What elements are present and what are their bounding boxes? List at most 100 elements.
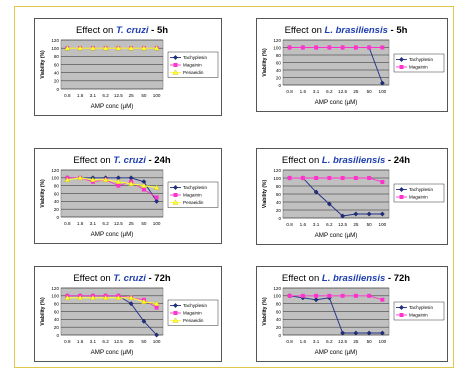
chart-title: Effect on L. brasiliensis - 72h <box>282 273 410 284</box>
legend-label: Magainin <box>183 193 202 198</box>
x-tick-label: 6.2 <box>326 222 333 227</box>
point-magainin-0 <box>287 45 292 50</box>
y-axis-label: Viability (%) <box>262 180 268 209</box>
legend-label: Magainin <box>183 311 202 316</box>
y-tick-label: 120 <box>273 286 281 291</box>
legend-label: Tachyplesin <box>183 185 207 190</box>
y-tick-label: 20 <box>276 325 282 330</box>
point-magainin-4 <box>340 293 345 298</box>
x-tick-label: 50 <box>141 339 147 344</box>
point-penaeidin-0 <box>64 176 71 182</box>
chart-svg: Effect on L. brasiliensis - 5h 0 20 40 60 80 1… <box>262 25 445 106</box>
chart-panel-tcruzi-24h: Effect on T. cruzi - 24h 0 20 40 60 80 100 120 0… <box>34 148 222 244</box>
y-tick-label: 80 <box>54 183 60 188</box>
chart-title-species: T. cruzi <box>113 273 146 284</box>
x-tick-label: 3.1 <box>90 339 97 344</box>
y-tick-label: 80 <box>276 184 282 189</box>
point-magainin-6 <box>141 187 146 192</box>
y-tick-label: 40 <box>54 199 60 204</box>
chart-title-suffix: - 72h <box>385 273 410 284</box>
point-penaeidin-7 <box>153 300 160 306</box>
x-tick-label: 100 <box>379 89 387 94</box>
x-tick-label: 0.8 <box>64 221 71 226</box>
point-magainin-4 <box>340 45 345 50</box>
point-tachyplesin-4 <box>340 213 346 219</box>
chart-title-prefix: Effect on <box>76 25 116 36</box>
y-axis-label: Viability (%) <box>262 48 268 77</box>
point-magainin-2 <box>314 176 319 180</box>
y-tick-label: 20 <box>276 75 282 80</box>
chart-title-suffix: - 24h <box>146 155 171 166</box>
x-axis-label: AMP conc (µM) <box>315 232 358 239</box>
point-penaeidin-4 <box>115 178 122 184</box>
x-tick-label: 100 <box>379 339 387 344</box>
x-tick-label: 3.1 <box>313 339 320 344</box>
chart-title-prefix: Effect on <box>285 25 325 36</box>
y-tick-label: 120 <box>273 38 281 43</box>
legend-item-magainin: Magainin <box>170 193 202 198</box>
legend-item-tachyplesin: Tachyplesin <box>396 305 433 310</box>
point-penaeidin-0 <box>64 294 71 300</box>
point-penaeidin-1 <box>77 294 83 300</box>
legend-label: Tachyplesin <box>183 303 207 308</box>
point-tachyplesin-legend <box>173 303 178 308</box>
series-penaeidin <box>64 45 160 51</box>
point-penaeidin-3 <box>102 45 109 51</box>
point-magainin-1 <box>300 176 305 180</box>
y-tick-label: 120 <box>51 286 59 291</box>
legend-label: Magainin <box>409 195 428 200</box>
point-penaeidin-3 <box>102 294 109 300</box>
legend-item-magainin: Magainin <box>396 65 428 70</box>
point-magainin-7 <box>154 195 159 200</box>
y-axis-label: Viability (%) <box>40 297 46 326</box>
chart-title: Effect on T. cruzi - 24h <box>73 155 171 166</box>
x-tick-label: 50 <box>367 222 373 227</box>
point-magainin-1 <box>300 45 305 50</box>
point-penaeidin-2 <box>90 294 96 300</box>
y-tick-label: 20 <box>54 79 60 84</box>
x-axis-label: AMP conc (µM) <box>91 349 134 356</box>
y-tick-label: 80 <box>276 53 282 58</box>
figure-frame <box>14 6 454 368</box>
x-tick-label: 50 <box>367 339 373 344</box>
point-tachyplesin-5 <box>353 211 359 217</box>
y-tick-label: 40 <box>276 68 282 73</box>
x-tick-label: 1.6 <box>300 89 307 94</box>
point-magainin-2 <box>314 293 319 298</box>
x-tick-label: 12.5 <box>114 93 123 98</box>
x-tick-label: 6.2 <box>102 221 109 226</box>
x-tick-label: 12.5 <box>338 222 347 227</box>
y-tick-label: 120 <box>273 168 281 173</box>
y-tick-label: 60 <box>276 309 282 314</box>
legend-label: Tachyplesin <box>409 305 433 310</box>
point-tachyplesin-6 <box>141 318 147 324</box>
point-magainin-7 <box>154 305 159 310</box>
point-penaeidin-1 <box>77 45 83 51</box>
point-tachyplesin-4 <box>340 330 346 336</box>
y-tick-label: 40 <box>276 317 282 322</box>
point-penaeidin-4 <box>115 45 122 51</box>
point-tachyplesin-2 <box>313 297 319 303</box>
legend-label: Magainin <box>183 63 202 68</box>
x-tick-label: 6.2 <box>102 339 109 344</box>
chart-svg: Effect on L. brasiliensis - 24h 0 20 40 60 80… <box>262 155 445 239</box>
legend-item-magainin: Magainin <box>396 195 428 200</box>
point-tachyplesin-legend <box>173 55 178 60</box>
y-tick-label: 80 <box>54 54 60 59</box>
point-penaeidin-5 <box>128 294 134 300</box>
x-axis-label: AMP conc (µM) <box>315 99 358 106</box>
point-penaeidin-4 <box>115 294 122 300</box>
legend-label: Penaeidin <box>183 70 204 75</box>
legend-label: Tachyplesin <box>409 187 433 192</box>
point-magainin-7 <box>380 297 385 302</box>
series-magainin <box>287 293 385 302</box>
x-axis-label: AMP conc (µM) <box>91 103 134 110</box>
y-tick-label: 0 <box>56 87 59 92</box>
y-tick-label: 0 <box>56 215 59 220</box>
point-tachyplesin-legend <box>399 57 404 62</box>
x-tick-label: 1.6 <box>77 221 84 226</box>
point-magainin-7 <box>380 180 385 184</box>
point-penaeidin-7 <box>153 184 160 190</box>
point-magainin-0 <box>287 293 292 298</box>
point-magainin-legend <box>399 65 404 69</box>
